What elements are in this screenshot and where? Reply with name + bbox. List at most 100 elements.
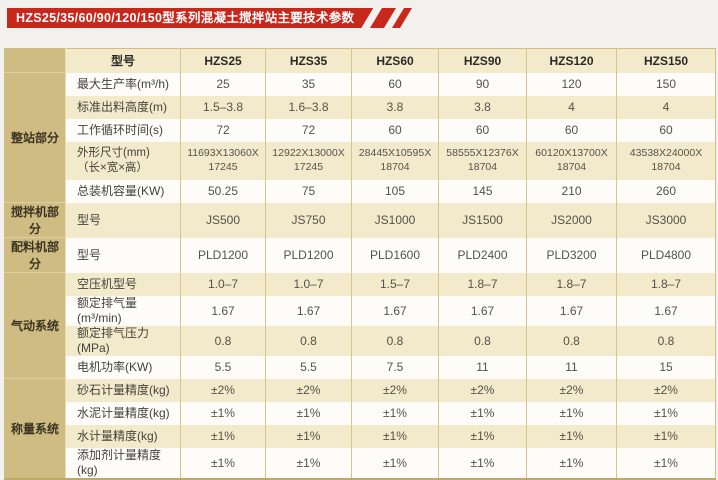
value-cell: ±1% [180, 401, 266, 425]
param-name-cell: 添加剂计量精度(kg) [65, 447, 181, 479]
spec-table: 型号 HZS25 HZS35 HZS60 HZS90 HZS120 HZS150 整站部分 最大… [4, 48, 716, 480]
value-cell: 1.6–3.8 [265, 95, 352, 119]
value-cell: ±2% [654, 383, 678, 397]
param-name-cell: 标准出料高度(m) [65, 95, 181, 119]
value-cell: 75 [265, 179, 352, 203]
value-cell: 1.67 [438, 295, 527, 326]
section-label: 称量系统 [4, 378, 66, 479]
value-cell: 15 [659, 360, 673, 374]
model-column-header: HZS120 [526, 48, 617, 73]
param-name-cell: 电机功率(KW) [65, 355, 181, 379]
table-row: 称量系统 砂石计量精度(kg) ±2% ±2% ±2% ±2% ±2% ±2% [4, 378, 716, 479]
value-cell: 1.8–7 [526, 272, 617, 296]
value-cell: JS500 [180, 202, 266, 238]
value-cell: 1.67 [180, 295, 266, 326]
model-header-label: 型号 [65, 48, 181, 73]
param-name-cell: 型号 [65, 202, 181, 238]
page-title: HZS25/35/60/90/120/150型系列混凝土搅拌站主要技术参数 [7, 8, 373, 28]
value-cell: 1.8–7 [650, 277, 682, 291]
value-cell: ±1% [438, 401, 527, 425]
value-cell: 4 [526, 95, 617, 119]
value-cell: 35 [265, 72, 352, 96]
table-row: 气动系统 空压机型号 1.0–7 1.0–7 1.5–7 1.8–7 1.8–7 1.8–7 [4, 272, 716, 379]
value-cell: 210 [526, 179, 617, 203]
banner-stripe-icon [392, 8, 413, 28]
param-name-cell: 空压机型号 [65, 272, 181, 296]
value-cell: 0.8 [526, 325, 617, 356]
value-cell: 60120X13700X 18704 [526, 141, 617, 180]
model-column-header: HZS90 [438, 48, 527, 73]
value-cell: 260 [655, 184, 677, 198]
value-cell: ±2% [438, 378, 527, 402]
section-label: 搅拌机部分 [4, 202, 66, 238]
table-row: 水计量精度(kg) ±1% ±1% ±1% ±1% ±1% ±1% [4, 424, 716, 448]
value-cell: ±1% [526, 447, 617, 479]
param-name-cell: 额定排气压力(MPa) [65, 325, 181, 356]
value-cell: 60 [438, 118, 527, 142]
param-name-cell: 最大生产率(m³/h) [65, 72, 181, 96]
value-cell: 150 [655, 77, 677, 91]
table-row: 外形尺寸(mm) （长×宽×高） 11693X13060X 17245 12922X… [4, 141, 716, 180]
value-cell: PLD3200 [526, 237, 617, 273]
table-row: 配料机部分 型号 PLD1200 PLD1200 PLD1600 PLD2400 PLD32… [4, 237, 716, 273]
table-row: 总装机容量(KW) 50.25 75 105 145 210 260 [4, 179, 716, 203]
value-cell: JS1500 [438, 202, 527, 238]
value-cell: 0.8 [265, 325, 352, 356]
value-cell: ±2% [180, 378, 266, 402]
value-cell: ±1% [438, 424, 527, 448]
sidebar-corner-cell [4, 48, 66, 73]
value-cell: ±1% [654, 455, 678, 470]
model-column-header: HZS25 [180, 48, 266, 73]
table-row: 搅拌机部分 型号 JS500 JS750 JS1000 JS1500 JS2000 JS300… [4, 202, 716, 238]
value-cell: PLD4800 [640, 248, 692, 262]
table-row: 标准出料高度(m) 1.5–3.8 1.6–3.8 3.8 3.8 4 4 [4, 95, 716, 119]
value-cell: 72 [265, 118, 352, 142]
value-cell: 1.5–7 [351, 272, 439, 296]
value-cell: ±1% [351, 447, 439, 479]
value-cell: 25 [180, 72, 266, 96]
value-cell: ±1% [265, 424, 352, 448]
value-cell: 0.8 [438, 325, 527, 356]
value-cell: 60 [351, 72, 439, 96]
table-row: 额定排气量(m³/min) 1.67 1.67 1.67 1.67 1.67 1.67 [4, 295, 716, 326]
table-row: 额定排气压力(MPa) 0.8 0.8 0.8 0.8 0.8 0.8 [4, 325, 716, 356]
param-name-cell: 砂石计量精度(kg) [65, 378, 181, 402]
value-cell: 11 [526, 355, 617, 379]
value-cell: 60 [526, 118, 617, 142]
value-cell: 3.8 [351, 95, 439, 119]
table-row: 整站部分 最大生产率(m³/h) 25 35 60 90 120 150 [4, 72, 716, 203]
value-cell: ±2% [351, 378, 439, 402]
value-cell: ±1% [526, 401, 617, 425]
value-cell: PLD1200 [265, 237, 352, 273]
value-cell: 5.5 [265, 355, 352, 379]
value-cell: ±1% [438, 447, 527, 479]
value-cell: ±1% [180, 424, 266, 448]
param-name-cell: 型号 [65, 237, 181, 273]
value-cell: ±2% [265, 378, 352, 402]
param-name-cell: 水计量精度(kg) [65, 424, 181, 448]
value-cell: ±1% [351, 424, 439, 448]
value-cell: 4 [662, 100, 670, 114]
value-cell: JS1000 [351, 202, 439, 238]
param-name-cell: 总装机容量(KW) [65, 179, 181, 203]
value-cell: ±1% [654, 406, 678, 420]
value-cell: ±1% [265, 447, 352, 479]
param-name-cell: 工作循环时间(s) [65, 118, 181, 142]
value-cell: 72 [180, 118, 266, 142]
value-cell: 1.8–7 [438, 272, 527, 296]
value-cell: 1.0–7 [265, 272, 352, 296]
value-cell: 1.0–7 [180, 272, 266, 296]
value-cell: PLD1200 [180, 237, 266, 273]
param-name-cell: 水泥计量精度(kg) [65, 401, 181, 425]
table-row: 水泥计量精度(kg) ±1% ±1% ±1% ±1% ±1% ±1% [4, 401, 716, 425]
param-name-cell: 外形尺寸(mm) （长×宽×高） [65, 141, 181, 180]
value-cell: ±2% [526, 378, 617, 402]
value-cell: 1.67 [265, 295, 352, 326]
value-cell: 3.8 [438, 95, 527, 119]
value-cell: 0.8 [180, 325, 266, 356]
value-cell: 11693X13060X 17245 [180, 141, 266, 180]
value-cell: 0.8 [657, 333, 675, 348]
value-cell: 58555X12376X 18704 [438, 141, 527, 180]
value-cell: ±1% [654, 429, 678, 443]
value-cell: PLD1600 [351, 237, 439, 273]
